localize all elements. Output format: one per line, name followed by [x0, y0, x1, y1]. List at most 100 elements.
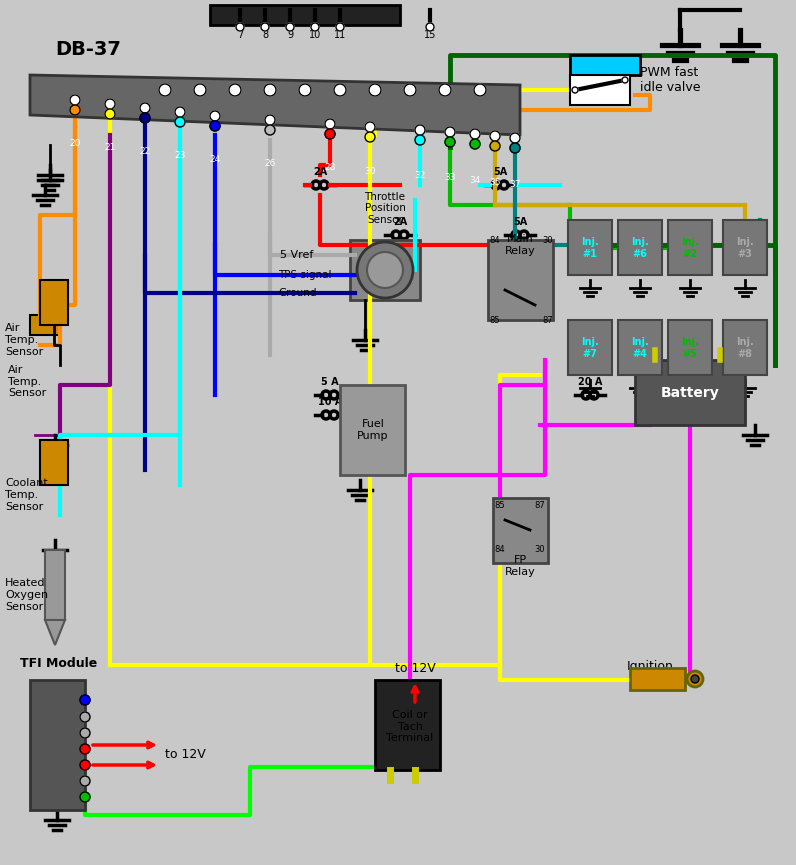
- Bar: [30, 680, 85, 810]
- Text: 2A: 2A: [313, 167, 327, 177]
- Circle shape: [404, 84, 416, 96]
- Text: 84: 84: [490, 235, 501, 245]
- Text: Ignition
Switch: Ignition Switch: [626, 660, 673, 688]
- Text: 33: 33: [444, 173, 456, 182]
- Text: 35: 35: [490, 178, 501, 187]
- Text: 87: 87: [543, 316, 553, 324]
- Bar: [40, 280, 68, 325]
- Bar: [630, 668, 685, 690]
- Text: Battery: Battery: [661, 386, 720, 400]
- Text: 8: 8: [262, 30, 268, 40]
- Text: 22: 22: [139, 147, 150, 156]
- Circle shape: [265, 115, 275, 125]
- Circle shape: [80, 760, 90, 770]
- Bar: [40, 440, 68, 485]
- Circle shape: [80, 792, 90, 802]
- Text: 5 Vref: 5 Vref: [280, 250, 314, 260]
- Text: 5 A: 5 A: [322, 377, 339, 387]
- Bar: [635, 360, 745, 425]
- Bar: [30, 315, 60, 335]
- Circle shape: [470, 129, 480, 139]
- Text: 26: 26: [264, 159, 275, 168]
- Text: 28: 28: [324, 163, 336, 172]
- Bar: [568, 320, 612, 375]
- Text: 10 A: 10 A: [318, 397, 342, 407]
- Text: Inj.
#2: Inj. #2: [681, 237, 699, 259]
- Circle shape: [175, 107, 185, 117]
- Text: Air
Temp.
Sensor: Air Temp. Sensor: [8, 365, 46, 398]
- Text: Air
Temp.
Sensor: Air Temp. Sensor: [5, 324, 43, 356]
- Circle shape: [325, 119, 335, 129]
- Bar: [723, 220, 767, 275]
- Text: 85: 85: [494, 501, 505, 509]
- Circle shape: [415, 135, 425, 145]
- Bar: [340, 385, 405, 475]
- Text: 7: 7: [237, 30, 243, 40]
- Circle shape: [367, 252, 403, 288]
- Circle shape: [286, 23, 294, 31]
- Circle shape: [80, 776, 90, 786]
- Text: Inj.
#3: Inj. #3: [736, 237, 754, 259]
- Text: Ground: Ground: [278, 288, 317, 298]
- Text: 85: 85: [490, 316, 501, 324]
- Circle shape: [229, 84, 241, 96]
- Circle shape: [415, 125, 425, 135]
- Circle shape: [334, 84, 346, 96]
- Circle shape: [194, 84, 206, 96]
- Text: Inj.
#8: Inj. #8: [736, 337, 754, 359]
- Text: Inj.
#5: Inj. #5: [681, 337, 699, 359]
- Circle shape: [490, 131, 500, 141]
- Text: 20 A: 20 A: [578, 377, 603, 387]
- Circle shape: [365, 132, 375, 142]
- Circle shape: [572, 87, 578, 93]
- Text: 37: 37: [509, 180, 521, 189]
- Circle shape: [622, 77, 628, 83]
- Circle shape: [474, 84, 486, 96]
- Circle shape: [510, 133, 520, 143]
- Circle shape: [80, 728, 90, 738]
- Bar: [618, 320, 662, 375]
- Text: Coil or
Tach
Terminal: Coil or Tach Terminal: [386, 710, 434, 743]
- Circle shape: [445, 127, 455, 137]
- Circle shape: [470, 139, 480, 149]
- Circle shape: [365, 122, 375, 132]
- Text: Inj.
#1: Inj. #1: [581, 237, 599, 259]
- Bar: [570, 75, 630, 105]
- Circle shape: [299, 84, 311, 96]
- Text: Inj.
#6: Inj. #6: [631, 237, 649, 259]
- Circle shape: [691, 675, 699, 683]
- Text: 34: 34: [470, 176, 481, 185]
- Text: 15: 15: [423, 30, 436, 40]
- Text: 24: 24: [209, 155, 220, 164]
- Bar: [493, 497, 548, 562]
- Text: 2A: 2A: [393, 217, 407, 227]
- Text: Fuel
Pump: Fuel Pump: [357, 420, 388, 441]
- Text: 20: 20: [69, 139, 80, 148]
- Bar: [375, 680, 440, 770]
- Text: 87: 87: [535, 501, 545, 509]
- Text: FP
Relay: FP Relay: [505, 555, 536, 577]
- Circle shape: [490, 141, 500, 151]
- Circle shape: [80, 744, 90, 754]
- Text: DB-37: DB-37: [55, 40, 121, 59]
- Text: Throttle
Position
Sensor: Throttle Position Sensor: [365, 192, 405, 225]
- Text: Coolant
Temp.
Sensor: Coolant Temp. Sensor: [5, 478, 48, 511]
- Text: 32: 32: [414, 171, 426, 180]
- Circle shape: [70, 95, 80, 105]
- Polygon shape: [30, 75, 520, 135]
- Polygon shape: [45, 620, 65, 645]
- Text: TFI Module: TFI Module: [20, 657, 97, 670]
- Circle shape: [261, 23, 269, 31]
- Text: 10: 10: [309, 30, 321, 40]
- Circle shape: [325, 129, 335, 139]
- Circle shape: [369, 84, 381, 96]
- Text: 30: 30: [365, 167, 376, 176]
- Circle shape: [265, 125, 275, 135]
- Bar: [723, 320, 767, 375]
- Text: PWM fast
idle valve: PWM fast idle valve: [640, 66, 700, 94]
- Text: 23: 23: [174, 151, 185, 160]
- Text: to 12V: to 12V: [395, 662, 435, 675]
- Bar: [668, 320, 712, 375]
- Text: 30: 30: [535, 546, 545, 554]
- Text: to 12V: to 12V: [165, 748, 205, 761]
